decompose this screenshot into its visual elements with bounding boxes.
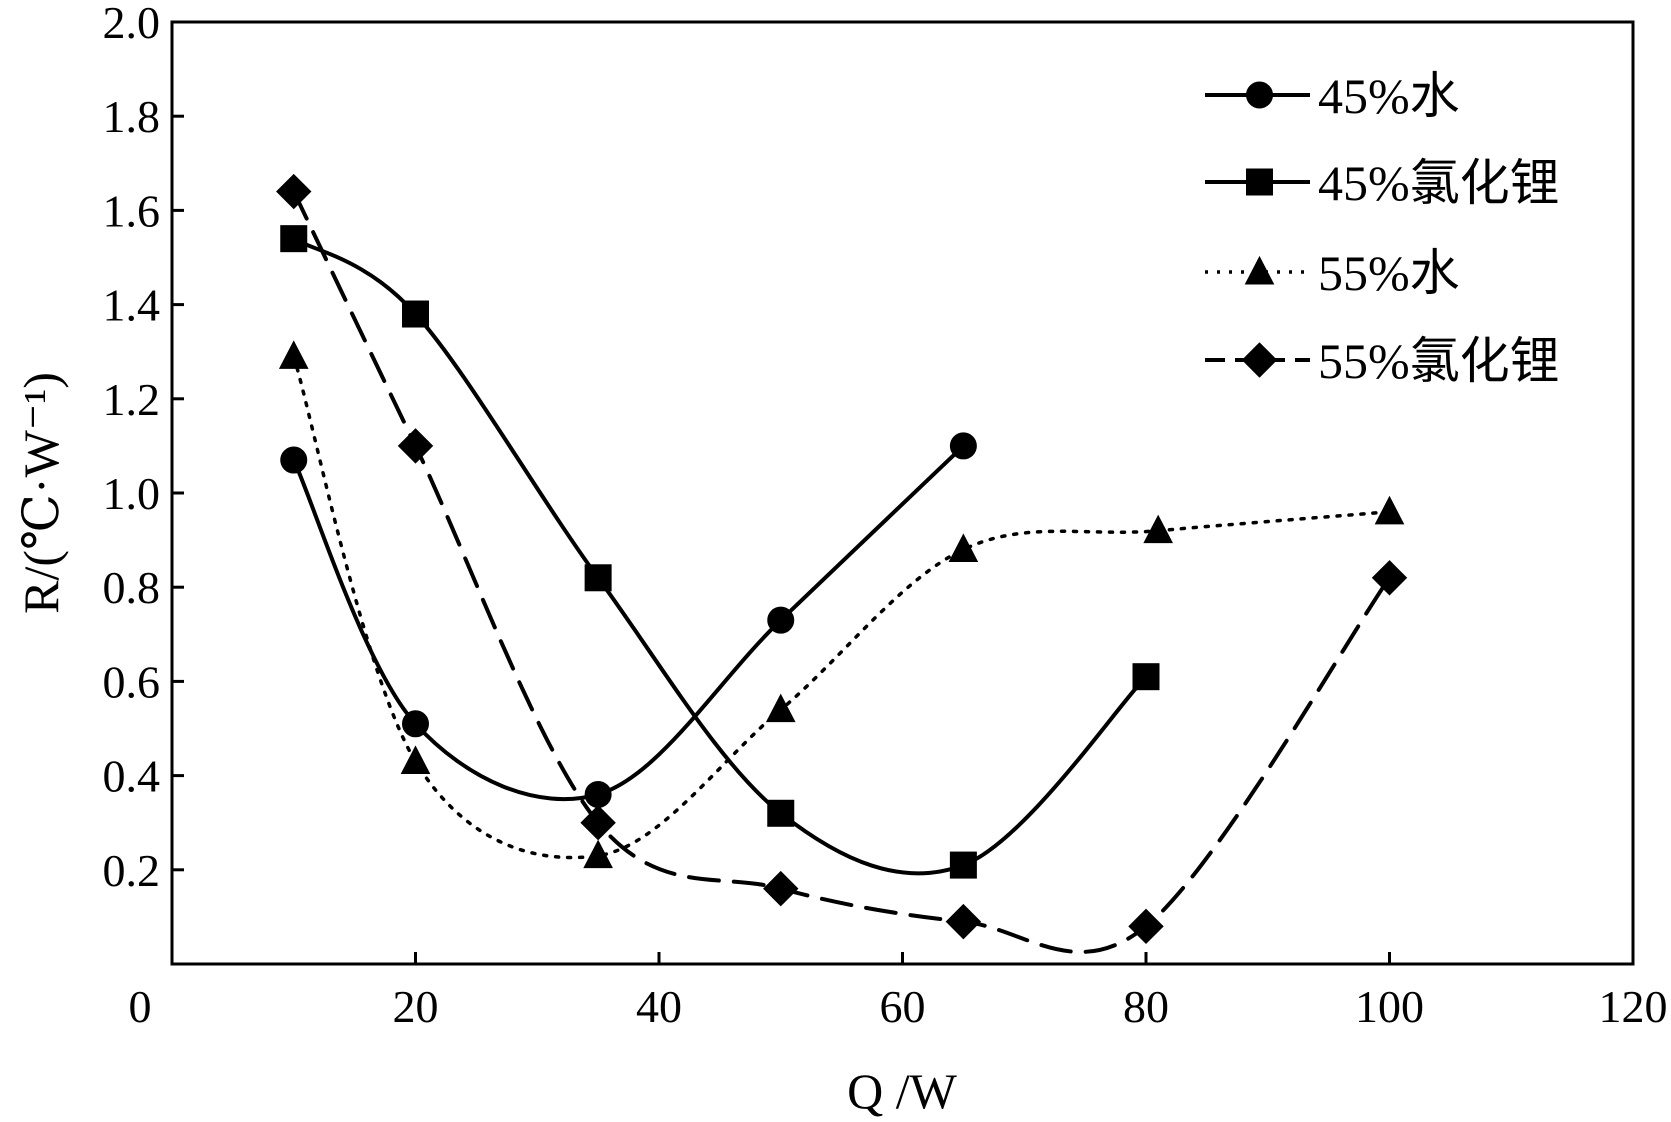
data-point <box>949 851 977 879</box>
y-tick-label: 0.4 <box>103 751 161 802</box>
data-point <box>400 745 431 774</box>
y-axis-title: R/(℃·W⁻¹) <box>13 372 69 614</box>
y-tick-label: 0.8 <box>103 562 161 613</box>
y-tick-label: 1.4 <box>103 280 161 331</box>
data-point <box>584 564 612 592</box>
series-line <box>292 354 1392 860</box>
data-point <box>397 428 434 464</box>
legend-marker <box>1241 342 1278 378</box>
data-point <box>278 340 309 369</box>
data-point <box>276 173 312 210</box>
x-axis-title: Q /W <box>847 1063 958 1119</box>
y-tick-label: 1.0 <box>103 468 161 519</box>
x-tick-label: 60 <box>880 981 926 1032</box>
data-point <box>583 839 613 869</box>
x-tick-label: 80 <box>1123 981 1169 1032</box>
legend-marker <box>1246 81 1273 109</box>
x-tick-label: 100 <box>1355 981 1424 1032</box>
data-point <box>945 903 982 940</box>
legend-label: 45%水 <box>1318 68 1460 124</box>
y-tick-label: 1.2 <box>103 374 161 425</box>
data-point <box>580 804 616 841</box>
data-point <box>1128 908 1164 945</box>
data-point <box>767 606 795 634</box>
series-markers <box>276 173 1408 945</box>
data-point <box>402 710 429 738</box>
legend-marker <box>1246 168 1273 196</box>
y-tick-label: 0.6 <box>103 656 161 707</box>
x-tick-label: 40 <box>636 981 682 1032</box>
legend-marker <box>1244 255 1275 285</box>
data-point <box>949 432 977 460</box>
series-line <box>291 189 1392 954</box>
data-point <box>1374 495 1405 525</box>
data-point <box>763 870 799 907</box>
data-point <box>767 799 795 827</box>
series-curves <box>291 189 1392 954</box>
y-tick-label: 2.0 <box>103 0 161 48</box>
data-point <box>1143 514 1173 544</box>
data-point <box>402 300 429 328</box>
axis-ticks: 0 20 40 60 80 100 120 0.2 0.4 0.6 0.8 1.0 1.2 1.4 1.6 1… <box>103 0 1668 1032</box>
y-tick-label: 1.8 <box>103 91 161 142</box>
data-point <box>280 446 308 474</box>
data-point <box>765 693 796 723</box>
legend-label: 55%水 <box>1318 245 1460 301</box>
x-tick-label: 20 <box>393 981 439 1032</box>
y-tick-label: 1.6 <box>103 185 161 236</box>
data-point <box>584 780 612 808</box>
data-point <box>280 225 308 253</box>
series-line <box>291 236 1148 876</box>
x-tick-label: 120 <box>1599 981 1668 1032</box>
data-point <box>1371 560 1408 596</box>
legend: 45%水 45%氯化锂 55%水 55%氯化锂 <box>1205 68 1560 389</box>
data-point <box>948 533 979 563</box>
legend-label: 55%氯化锂 <box>1318 333 1560 389</box>
x-tick-label: 0 <box>129 981 152 1032</box>
y-tick-label: 0.2 <box>103 845 161 896</box>
legend-label: 45%氯化锂 <box>1318 155 1560 211</box>
data-point <box>1132 663 1160 691</box>
